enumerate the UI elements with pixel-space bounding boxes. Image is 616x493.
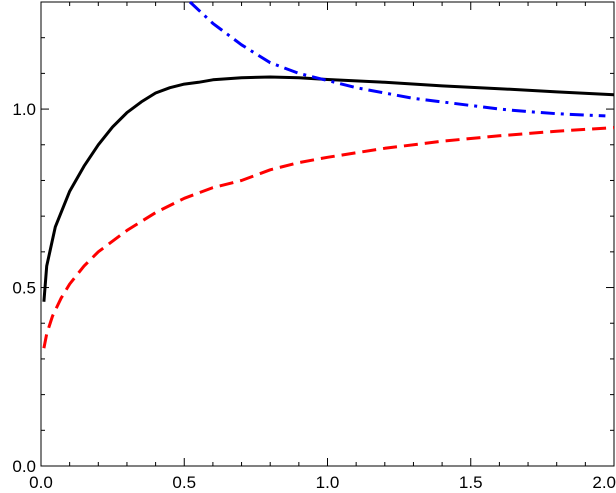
y-tick-label: 0.5 (12, 279, 36, 298)
x-tick-label: 1.0 (316, 473, 340, 492)
axis-ticks (40, 1, 615, 467)
x-tick-label: 0.0 (29, 473, 53, 492)
x-tick-label: 0.5 (172, 473, 196, 492)
x-tick-label: 1.5 (459, 473, 483, 492)
series-line-2 (42, 126, 615, 349)
series-line-1 (42, 75, 615, 302)
y-tick-label: 1.0 (12, 100, 36, 119)
series-group (42, 0, 615, 349)
axis-tick-labels: 0.0 0.5 1.0 1.5 2.0 0.0 0.5 1.0 (12, 100, 616, 492)
series-line-3 (188, 0, 606, 118)
plot-frame (40, 1, 615, 467)
y-tick-label: 0.0 (12, 457, 36, 476)
x-tick-label: 2.0 (592, 473, 616, 492)
